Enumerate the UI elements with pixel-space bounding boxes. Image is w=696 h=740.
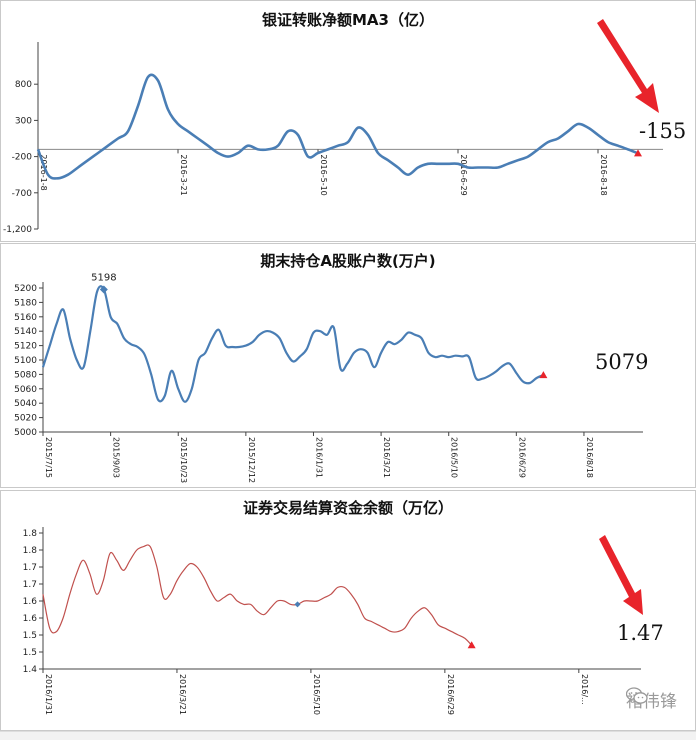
x-tick-label: 2016/... [580,674,589,705]
y-tick-label: 5100 [14,356,37,366]
y-tick-label: 800 [15,80,32,90]
last-value-callout: -155 [639,119,687,143]
y-tick-label: -1,200 [3,225,32,235]
point-marker [294,601,301,608]
x-tick-label: 2016/1/31 [44,674,53,715]
chart-panel-settlement-funds: 1.8 1.8 1.7 1.7 1.6 1.6 1.5 1.5 1.4 2016/1/31 2016… [0,490,696,731]
series-line [42,544,473,646]
chart-title: 期末持仓A股账户数(万户) [260,252,436,270]
y-tick-label: 1.5 [23,648,37,658]
x-tick-label: 2016-8-18 [599,154,608,195]
chart-title: 证券交易结算资金余额（万亿） [242,499,453,517]
x-tick-label: 2016/1/31 [314,437,323,478]
y-tick-label: 1.6 [23,614,38,624]
x-tick-label: 2016-5-10 [319,154,328,195]
chart-svg-a-share-accounts: 5200 5180 5160 5140 5120 5100 5080 5060 5040 5020… [14,272,643,483]
x-tick-label: 2016/5/10 [312,674,321,715]
x-tick-label: 2016/6/29 [517,437,526,478]
last-point-marker [467,641,476,649]
watermark: 褚伟锋 [626,687,677,712]
y-tick-label: 5000 [14,428,37,438]
x-tick-label: 2016/3/21 [382,437,391,478]
y-tick-label: 5200 [14,284,37,294]
y-tick-label: 1.7 [23,563,37,573]
x-tick-label: 2016-6-29 [459,154,468,195]
x-tick-label: 2016-1-8 [39,154,48,190]
page-bottom-strip [0,731,696,740]
y-tick-label: 5040 [14,399,37,409]
x-tick-label: 2015/12/12 [247,437,256,483]
y-tick-label: 1.8 [23,529,38,539]
peak-label: 5198 [91,272,116,283]
last-point-marker [539,371,548,379]
x-tick-label: 2016/5/10 [450,437,459,478]
y-tick-label: 300 [15,116,32,126]
x-tick-label: 2016/6/29 [446,674,455,715]
series-line [41,285,544,403]
x-tick-label: 2015/9/03 [112,437,121,478]
last-value-callout: 5079 [595,350,649,374]
x-tick-label: 2015/7/15 [44,437,53,478]
y-tick-label: 1.4 [23,665,38,675]
y-tick-label: -700 [12,189,33,199]
x-tick-label: 2015/10/23 [179,437,188,483]
wechat-icon [626,687,648,704]
chart-title: 银证转账净额MA3（亿） [262,11,434,29]
red-arrow [599,535,643,615]
x-tick-label: 2016/8/18 [585,437,594,478]
y-tick-label: 1.8 [23,546,38,556]
chart-panel-bank-securities-transfer: 800 300 -200 -700 -1,200 2016-1-8 2016-3-21 201… [0,0,696,242]
y-tick-label: 1.5 [23,631,37,641]
y-tick-label: 5060 [14,385,37,395]
y-tick-label: -200 [12,153,33,163]
y-tick-label: 5180 [14,298,37,308]
y-tick-label: 5120 [14,342,37,352]
x-tick-label: 2016/3/21 [178,674,187,715]
chart-svg-bank-securities-transfer: 800 300 -200 -700 -1,200 2016-1-8 2016-3-21 201… [3,19,663,235]
y-tick-label: 1.6 [23,597,38,607]
series-line [36,73,639,180]
y-tick-label: 5140 [14,327,37,337]
y-tick-label: 5160 [14,313,37,323]
y-tick-label: 5020 [14,414,37,424]
red-arrow [597,19,659,113]
chart-svg-settlement-funds: 1.8 1.8 1.7 1.7 1.6 1.6 1.5 1.5 1.4 2016/1/31 2016… [23,527,643,715]
peak-marker [99,285,108,294]
y-tick-label: 5080 [14,370,37,380]
chart-panel-a-share-accounts: 5200 5180 5160 5140 5120 5100 5080 5060 5040 5020… [0,243,696,488]
y-tick-label: 1.7 [23,580,37,590]
x-tick-label: 2016-3-21 [179,154,188,195]
last-point-marker [634,149,642,157]
last-value-callout: 1.47 [617,621,664,645]
